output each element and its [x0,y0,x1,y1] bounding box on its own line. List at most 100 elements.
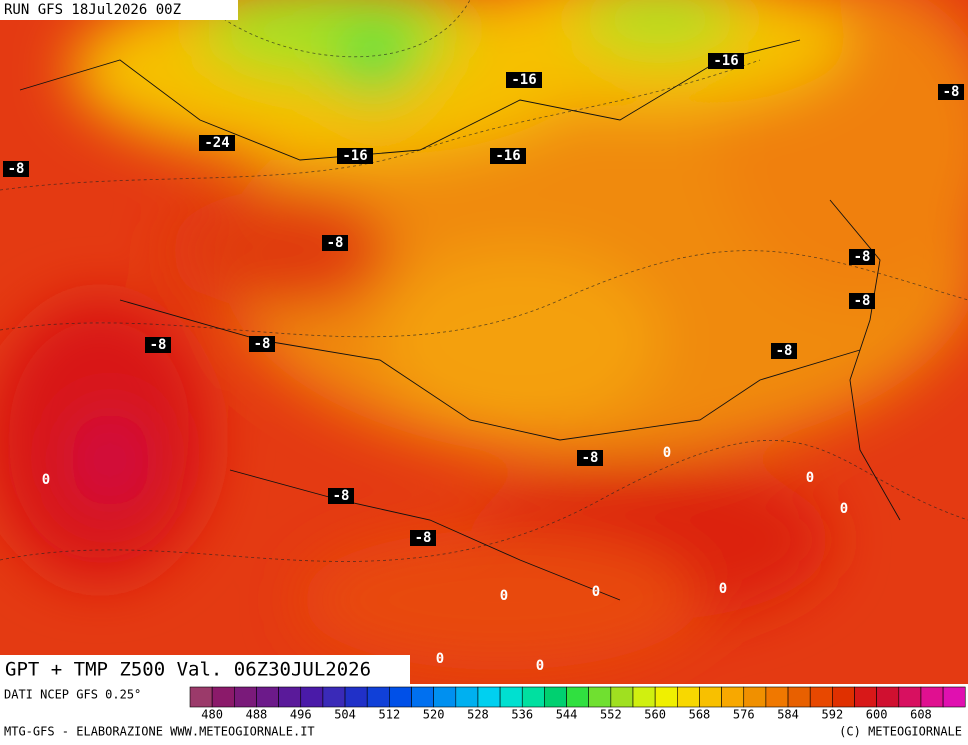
scale-label: 528 [467,708,489,722]
scale-swatch [256,686,279,708]
scale-swatch [566,686,589,708]
contour-label-box [199,135,235,151]
scale-swatch [389,686,412,708]
scale-swatch [942,686,966,708]
scale-swatch [477,686,501,708]
scale-label: 496 [290,708,312,722]
credit-label: MTG-GFS - ELABORAZIONE WWW.METEOGIORNALE… [4,725,315,739]
contour-label-box [490,148,526,164]
scale-swatch [721,686,745,708]
scale-label: 544 [556,708,578,722]
scale-swatch [544,686,567,708]
scale-swatch [322,686,346,708]
scale-label: 488 [246,708,268,722]
scale-swatch [234,686,257,708]
scale-swatch [876,686,900,708]
scale-swatch [300,686,324,708]
contour-label: -8 [8,161,25,177]
scale-swatch [610,686,634,708]
scale-label: 592 [822,708,844,722]
scale-label: 512 [379,708,401,722]
scale-swatch [189,686,213,708]
contour-label: -8 [150,337,167,353]
contour-label: -8 [854,293,871,309]
contour-label: -8 [333,488,350,504]
scale-label: 504 [334,708,356,722]
scale-swatch [676,686,700,708]
scale-swatch [433,686,457,708]
contour-label-box [410,530,436,546]
contour-label: -8 [943,84,960,100]
scale-swatch [344,686,368,708]
scale-swatch [455,686,479,708]
scale-label: 608 [910,708,932,722]
contour-label-box [3,161,29,177]
map-field [0,0,968,684]
contour-label-box [337,148,373,164]
contour-label: -8 [254,336,271,352]
contour-label-box [145,337,171,353]
scale-label: 600 [866,708,888,722]
scale-swatch [499,686,523,708]
scale-label: 536 [511,708,533,722]
scale-swatch [654,686,678,708]
contour-label: -24 [204,135,229,151]
copyright-label: (C) METEOGIORNALE [839,725,962,739]
contour-label-box [771,343,797,359]
scale-swatch [411,686,434,708]
contour-label: 0 [436,651,444,667]
scale-swatch [521,686,545,708]
scale-swatch [278,686,302,708]
contour-label-box [849,249,875,265]
run-box [0,0,238,20]
contour-label: 0 [840,501,848,517]
contour-label: -8 [854,249,871,265]
contour-label-box [849,293,875,309]
contour-label: -8 [776,343,793,359]
scale-swatch [743,686,767,708]
title-box [0,655,410,684]
run-label: RUN GFS 18Jul2026 00Z [4,2,181,18]
scale-swatch [588,686,612,708]
contour-label: 0 [536,658,544,674]
scale-swatch [632,686,656,708]
scale-swatch [699,686,722,708]
scale-swatch [898,686,922,708]
scale-swatch [832,686,855,708]
contour-label: 0 [806,470,814,486]
contour-label-box [506,72,542,88]
scale-label: 576 [733,708,755,722]
map-title: GPT + TMP Z500 Val. 06Z30JUL2026 [5,659,371,681]
scale-label: 560 [644,708,666,722]
contour-label: 0 [500,588,508,604]
scale-label: 584 [777,708,799,722]
scale-label: 520 [423,708,445,722]
contour-label: -8 [415,530,432,546]
contour-label: -8 [582,450,599,466]
scale-swatch [787,686,811,708]
contour-label: -16 [511,72,536,88]
contour-label: 0 [592,584,600,600]
contour-label: 0 [719,581,727,597]
contour-label-box [577,450,603,466]
contour-label: 0 [42,472,50,488]
scale-swatch [920,686,944,708]
scale-label: 480 [201,708,223,722]
scale-label: 552 [600,708,622,722]
scale-swatch [211,686,235,708]
contour-label-box [249,336,275,352]
contour-label-box [328,488,354,504]
scale-swatch [854,686,877,708]
scale-label: 568 [689,708,711,722]
scale-swatch [809,686,833,708]
contour-label-box [322,235,348,251]
contour-label: -16 [713,53,738,69]
contour-label-box [708,53,744,69]
scale-swatch [765,686,789,708]
contour-label: -16 [342,148,367,164]
contour-label: -16 [495,148,520,164]
source-label: DATI NCEP GFS 0.25° [4,688,141,702]
contour-label-box [938,84,964,100]
